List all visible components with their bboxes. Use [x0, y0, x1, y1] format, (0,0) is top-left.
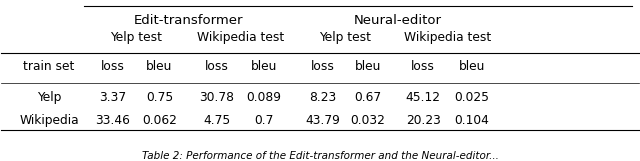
Text: 0.062: 0.062 — [142, 114, 177, 127]
Text: 0.025: 0.025 — [454, 91, 489, 104]
Text: Edit-transformer: Edit-transformer — [134, 14, 243, 27]
Text: Neural-editor: Neural-editor — [353, 14, 442, 27]
Text: Wikipedia: Wikipedia — [19, 114, 79, 127]
Text: Wikipedia test: Wikipedia test — [196, 31, 284, 44]
Text: 0.104: 0.104 — [454, 114, 489, 127]
Text: bleu: bleu — [355, 60, 381, 73]
Text: 0.7: 0.7 — [254, 114, 274, 127]
Text: Table 2: Performance of the Edit-transformer and the Neural-editor...: Table 2: Performance of the Edit-transfo… — [141, 151, 499, 161]
Text: 0.67: 0.67 — [354, 91, 381, 104]
Text: 3.37: 3.37 — [99, 91, 127, 104]
Text: bleu: bleu — [146, 60, 173, 73]
Text: Wikipedia test: Wikipedia test — [404, 31, 491, 44]
Text: 20.23: 20.23 — [406, 114, 441, 127]
Text: bleu: bleu — [458, 60, 485, 73]
Text: 0.75: 0.75 — [146, 91, 173, 104]
Text: 8.23: 8.23 — [310, 91, 337, 104]
Text: loss: loss — [412, 60, 435, 73]
Text: 0.032: 0.032 — [350, 114, 385, 127]
Text: loss: loss — [205, 60, 228, 73]
Text: 0.089: 0.089 — [246, 91, 282, 104]
Text: 45.12: 45.12 — [406, 91, 441, 104]
Text: loss: loss — [311, 60, 335, 73]
Text: 43.79: 43.79 — [306, 114, 340, 127]
Text: Yelp: Yelp — [37, 91, 61, 104]
Text: 30.78: 30.78 — [199, 91, 234, 104]
Text: train set: train set — [24, 60, 75, 73]
Text: Yelp test: Yelp test — [110, 31, 162, 44]
Text: loss: loss — [101, 60, 125, 73]
Text: Yelp test: Yelp test — [319, 31, 371, 44]
Text: 33.46: 33.46 — [95, 114, 131, 127]
Text: 4.75: 4.75 — [203, 114, 230, 127]
Text: bleu: bleu — [251, 60, 277, 73]
